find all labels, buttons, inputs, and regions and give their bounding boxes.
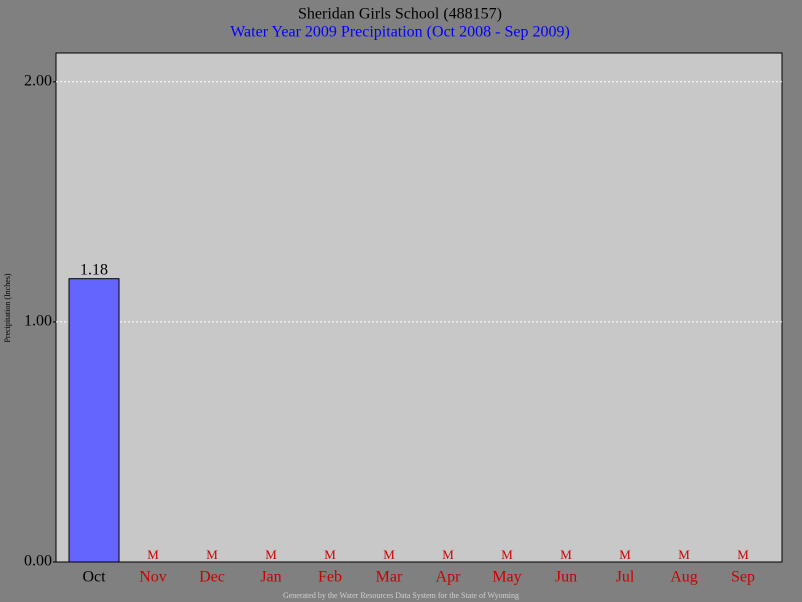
x-tick-label: May (492, 569, 521, 586)
missing-label: M (383, 547, 395, 562)
y-tick-label: 0.00 (24, 553, 52, 570)
missing-label: M (147, 547, 159, 562)
x-tick-label: Jul (616, 569, 635, 586)
value-label: 1.18 (80, 261, 108, 278)
y-tick-label: 1.00 (24, 313, 52, 330)
x-tick-label: Nov (139, 569, 167, 586)
missing-label: M (501, 547, 513, 562)
x-tick-label: Jan (260, 569, 281, 586)
missing-label: M (560, 547, 572, 562)
y-axis-label: Precipitation (Inches) (3, 273, 12, 342)
bar (68, 278, 120, 563)
x-tick-label: Feb (318, 569, 342, 586)
missing-label: M (619, 547, 631, 562)
y-tick-label: 2.00 (24, 72, 52, 89)
x-tick-label: Apr (436, 569, 462, 586)
x-tick-label: Sep (731, 569, 755, 586)
x-tick-label: Aug (670, 569, 698, 586)
missing-label: M (265, 547, 277, 562)
plot-area (55, 52, 783, 563)
x-tick-label: Oct (82, 569, 106, 586)
footer: Generated by the Water Resources Data Sy… (283, 591, 519, 600)
missing-label: M (678, 547, 690, 562)
missing-label: M (324, 547, 336, 562)
missing-label: M (442, 547, 454, 562)
x-tick-label: Dec (199, 569, 225, 586)
x-tick-label: Jun (555, 569, 577, 586)
x-tick-label: Mar (376, 569, 403, 586)
missing-label: M (206, 547, 218, 562)
chart-title: Sheridan Girls School (488157) (298, 6, 502, 23)
missing-label: M (737, 547, 749, 562)
chart-subtitle: Water Year 2009 Precipitation (Oct 2008 … (230, 24, 570, 41)
